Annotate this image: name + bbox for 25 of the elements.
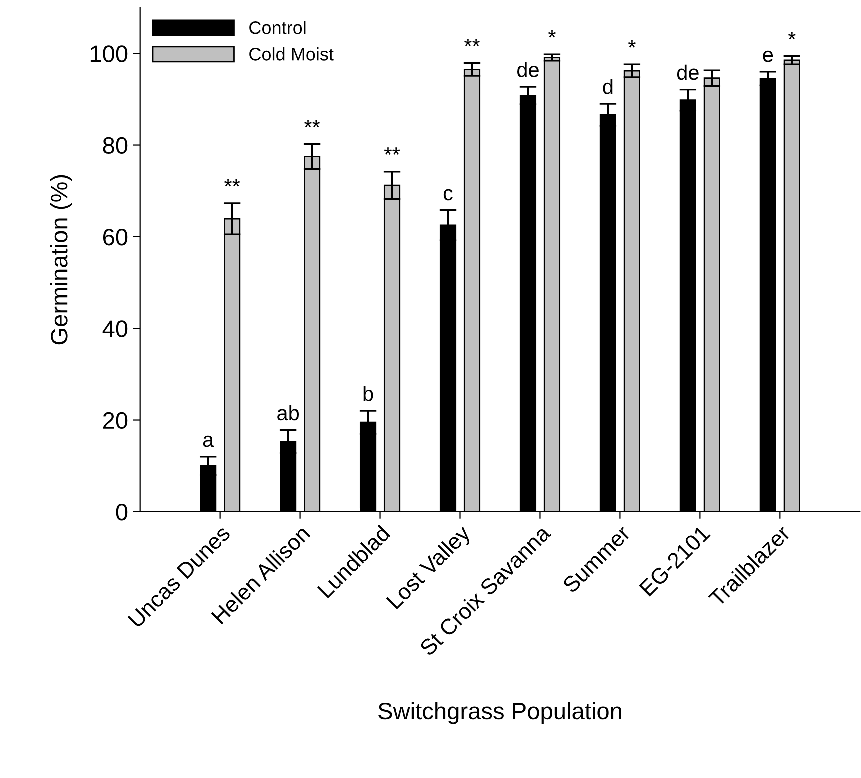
data-label: *: [788, 32, 796, 40]
data-label: **: [224, 179, 240, 187]
data-label: d: [603, 79, 613, 94]
y-tick-label: 100: [90, 46, 128, 62]
y-tick-label: 40: [102, 320, 128, 338]
y-tick-label: 20: [103, 412, 128, 430]
x-axis-title: Switchgrass Population: [378, 702, 622, 724]
data-label: **: [304, 120, 320, 128]
data-label: b: [364, 386, 374, 402]
data-label: **: [464, 39, 480, 46]
legend-label: Cold Moist: [250, 48, 334, 61]
legend-label: Control: [250, 21, 306, 34]
y-axis-title: Germination (%): [50, 175, 72, 345]
y-tick-label: 0: [116, 504, 128, 521]
data-label: a: [203, 436, 214, 448]
data-label: *: [548, 30, 556, 38]
data-label: **: [384, 148, 400, 155]
data-label: e: [763, 50, 774, 62]
data-label: de: [677, 64, 699, 80]
y-tick-label: 80: [103, 137, 128, 154]
data-label: de: [518, 62, 539, 78]
data-label: c: [444, 189, 453, 201]
data-label: *: [628, 40, 636, 48]
y-tick-label: 60: [103, 229, 128, 246]
data-label: ab: [278, 405, 300, 421]
